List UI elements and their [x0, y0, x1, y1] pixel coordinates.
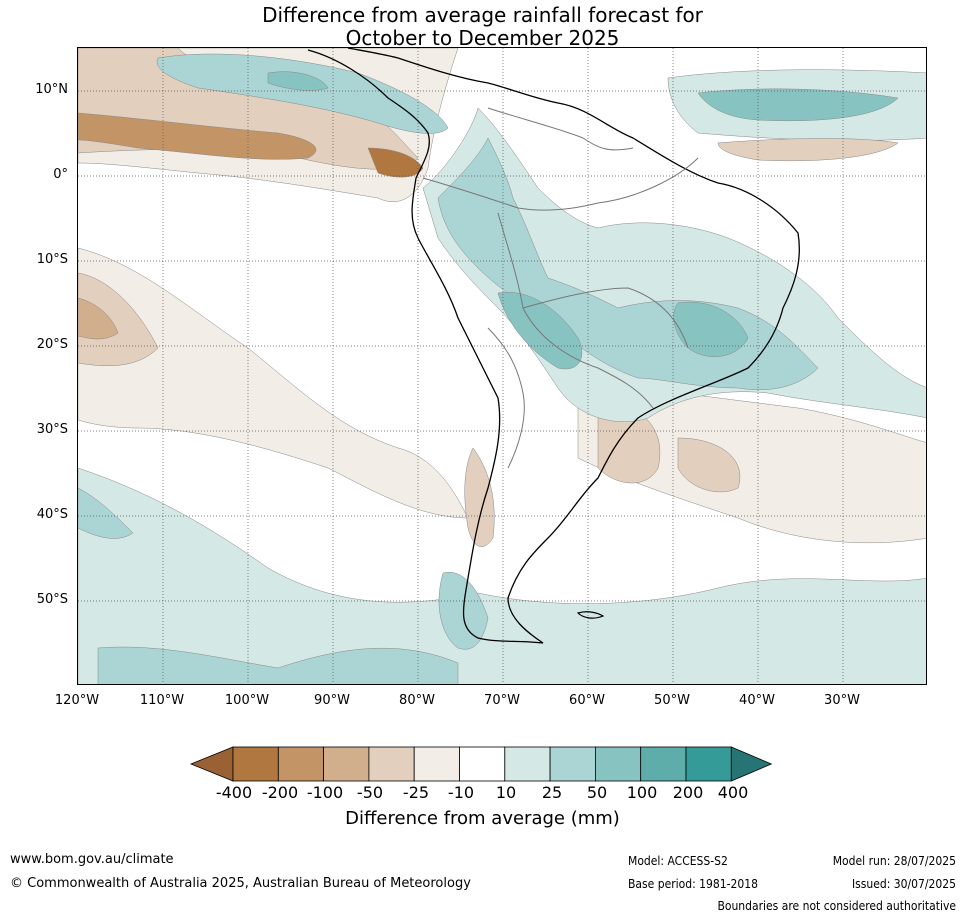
boundary-disclaimer: Boundaries are not considered authoritat… [717, 899, 956, 913]
lon-label: 50°W [654, 693, 690, 708]
colorbar-tick: 25 [541, 783, 563, 802]
colorbar-tick: -50 [356, 783, 384, 802]
anomaly-region [78, 487, 134, 539]
anomaly-region [78, 272, 159, 366]
lon-label: 80°W [399, 693, 435, 708]
title-line-2: October to December 2025 [345, 26, 620, 50]
colorbar-segment [459, 746, 506, 782]
anomaly-region [464, 447, 495, 547]
colorbar-segment [685, 746, 732, 782]
map-title: Difference from average rainfall forecas… [0, 4, 965, 50]
colorbar-extend-high [730, 746, 773, 782]
colorbar [190, 746, 773, 782]
model-run-date: Model run: 28/07/2025 [832, 854, 956, 868]
colorbar-tick: -100 [306, 783, 344, 802]
issued-date: Issued: 30/07/2025 [851, 877, 956, 891]
colorbar-segment [232, 746, 279, 782]
anomaly-region [677, 437, 741, 493]
lat-lon-grid [78, 48, 926, 684]
lon-label: 30°W [824, 693, 860, 708]
lon-label: 120°W [54, 693, 100, 708]
colorbar-tick: 100 [626, 783, 658, 802]
anomaly-region [78, 247, 469, 519]
anomaly-region [697, 88, 899, 122]
colorbar-label: Difference from average (mm) [345, 808, 620, 829]
south-america-coastline [307, 48, 800, 644]
anomaly-region [673, 301, 749, 357]
website-link[interactable]: www.bom.gov.au/climate [10, 852, 174, 867]
lat-label: 0° [53, 167, 68, 182]
colorbar-segment [640, 746, 687, 782]
lon-label: 100°W [224, 693, 270, 708]
anomaly-region [267, 71, 329, 91]
lat-label: 20°S [36, 337, 68, 352]
colorbar-segment [277, 746, 325, 782]
map-canvas [78, 48, 926, 684]
lon-label: 70°W [484, 693, 520, 708]
anomaly-region [717, 138, 899, 162]
anomaly-region [156, 53, 449, 134]
model-name: Model: ACCESS-S2 [628, 854, 728, 868]
colorbar-segment [549, 746, 596, 782]
colorbar-tick: -10 [447, 783, 475, 802]
colorbar-tick: -200 [261, 783, 299, 802]
lat-label: 10°N [35, 82, 68, 97]
title-line-1: Difference from average rainfall forecas… [262, 3, 703, 27]
anomaly-region [78, 467, 926, 684]
anomaly-fields [78, 48, 926, 684]
colorbar-segment [323, 746, 370, 782]
lat-label: 40°S [36, 507, 68, 522]
anomaly-region [78, 297, 119, 340]
lat-label: 30°S [36, 422, 68, 437]
colorbar-segment [413, 746, 460, 782]
colorbar-tick: -400 [215, 783, 253, 802]
colorbar-tick: 10 [495, 783, 517, 802]
colorbar-tick: 400 [717, 783, 749, 802]
colorbar-tick: 50 [586, 783, 608, 802]
lon-label: 90°W [314, 693, 350, 708]
rainfall-anomaly-map [77, 47, 927, 685]
lon-label: 40°W [739, 693, 775, 708]
anomaly-region [78, 112, 317, 160]
lat-label: 10°S [36, 252, 68, 267]
colorbar-tick: -25 [402, 783, 430, 802]
anomaly-region [577, 377, 926, 544]
anomaly-region [367, 147, 424, 178]
lat-label: 50°S [36, 592, 68, 607]
colorbar-tick: 200 [672, 783, 704, 802]
lon-label: 110°W [139, 693, 185, 708]
colorbar-segment [368, 746, 415, 782]
colorbar-segment [594, 746, 642, 782]
anomaly-region [97, 646, 459, 684]
falkland-islands [576, 611, 605, 619]
copyright-text: © Commonwealth of Australia 2025, Austra… [10, 876, 471, 891]
lon-label: 60°W [569, 693, 605, 708]
colorbar-extend-low [190, 746, 234, 782]
colorbar-segment [504, 746, 551, 782]
country-borders [422, 107, 699, 469]
base-period: Base period: 1981-2018 [628, 877, 759, 891]
